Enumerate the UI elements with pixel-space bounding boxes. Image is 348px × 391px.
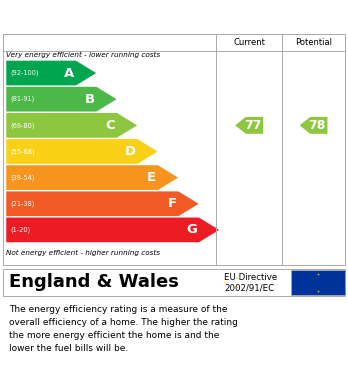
Text: (21-38): (21-38)	[10, 201, 35, 207]
Text: (92-100): (92-100)	[10, 70, 39, 76]
Text: F: F	[168, 197, 177, 210]
Text: Not energy efficient - higher running costs: Not energy efficient - higher running co…	[6, 250, 160, 256]
Bar	[291, 270, 345, 295]
Text: Energy Efficiency Rating: Energy Efficiency Rating	[9, 9, 211, 24]
Text: D: D	[125, 145, 136, 158]
Polygon shape	[6, 139, 158, 164]
Text: 78: 78	[308, 119, 326, 132]
Text: (81-91): (81-91)	[10, 96, 35, 102]
Text: (69-80): (69-80)	[10, 122, 35, 129]
Text: Current: Current	[233, 38, 265, 47]
Text: (1-20): (1-20)	[10, 227, 31, 233]
Text: E: E	[147, 171, 156, 184]
Bar	[3, 269, 345, 296]
Text: (55-68): (55-68)	[10, 148, 35, 155]
Text: 77: 77	[244, 119, 261, 132]
Text: England & Wales: England & Wales	[9, 273, 179, 291]
Polygon shape	[6, 165, 178, 190]
Polygon shape	[6, 217, 219, 242]
Polygon shape	[235, 117, 263, 134]
Polygon shape	[300, 117, 327, 134]
Text: B: B	[85, 93, 95, 106]
Polygon shape	[6, 113, 137, 138]
Text: EU Directive: EU Directive	[224, 273, 278, 282]
Text: 2002/91/EC: 2002/91/EC	[224, 283, 275, 292]
Text: A: A	[64, 66, 74, 79]
Text: The energy efficiency rating is a measure of the
overall efficiency of a home. T: The energy efficiency rating is a measur…	[9, 305, 238, 353]
Text: C: C	[105, 119, 115, 132]
Polygon shape	[6, 61, 96, 85]
Polygon shape	[6, 87, 117, 111]
Polygon shape	[6, 191, 199, 216]
Text: Very energy efficient - lower running costs: Very energy efficient - lower running co…	[6, 52, 160, 58]
Text: G: G	[186, 223, 197, 237]
Text: (39-54): (39-54)	[10, 174, 35, 181]
Text: Potential: Potential	[295, 38, 332, 47]
